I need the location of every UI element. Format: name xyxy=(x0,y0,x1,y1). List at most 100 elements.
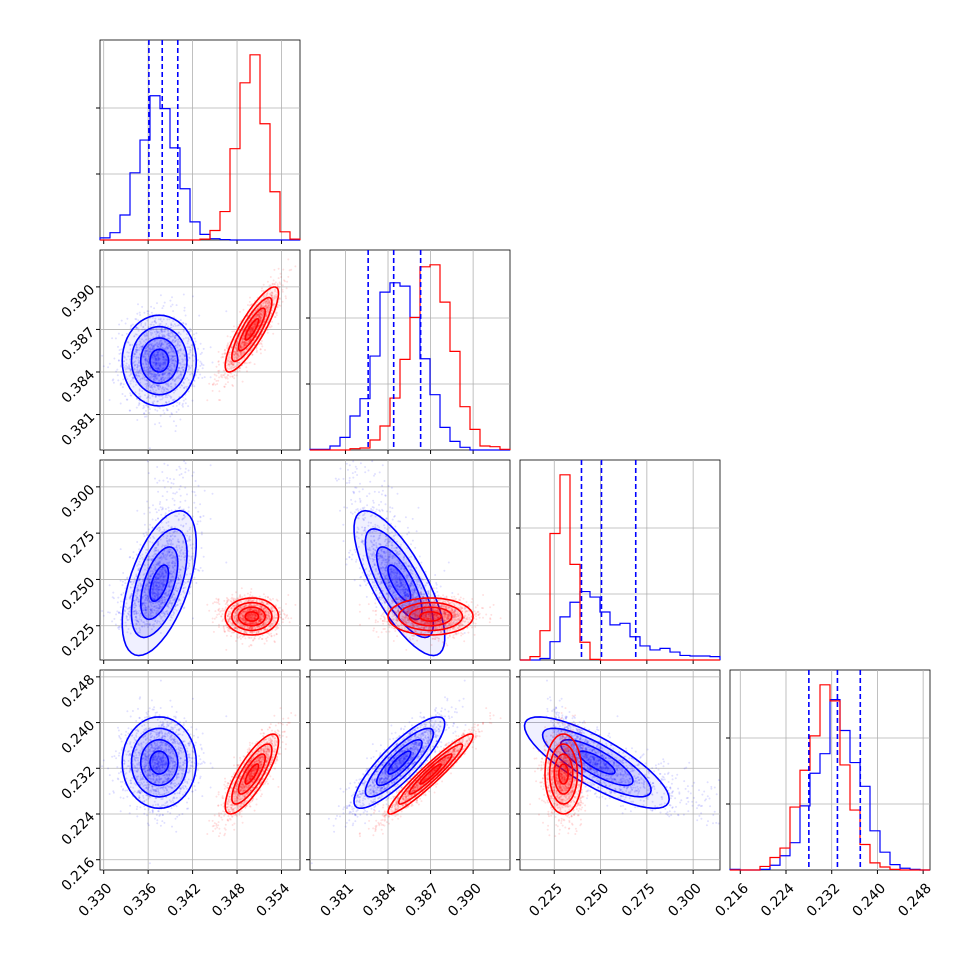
scatter-point xyxy=(245,366,248,369)
scatter-point xyxy=(179,494,182,497)
scatter-point xyxy=(168,400,170,403)
scatter-point xyxy=(218,376,221,379)
scatter-point xyxy=(154,373,157,376)
scatter-point xyxy=(157,356,160,359)
scatter-point xyxy=(164,328,167,331)
scatter-point xyxy=(169,305,172,308)
scatter-point xyxy=(172,492,175,495)
scatter-point xyxy=(136,312,139,315)
scatter-point xyxy=(236,363,239,366)
scatter-point xyxy=(157,345,160,348)
scatter-point xyxy=(187,378,190,381)
scatter-point xyxy=(248,331,251,334)
scatter-point xyxy=(151,518,154,521)
scatter-point xyxy=(153,345,155,348)
scatter-point xyxy=(170,322,173,325)
scatter-point xyxy=(248,637,251,639)
scatter-point xyxy=(145,332,148,335)
scatter-point xyxy=(178,362,181,365)
scatter-point xyxy=(159,344,161,347)
scatter-point xyxy=(154,519,157,522)
scatter-point xyxy=(248,323,251,326)
scatter-point xyxy=(133,355,136,358)
scatter-point xyxy=(135,553,138,556)
scatter-point xyxy=(162,409,165,412)
scatter-point xyxy=(172,359,174,362)
scatter-point xyxy=(173,503,176,506)
scatter-point xyxy=(137,371,140,374)
scatter-point xyxy=(162,363,165,366)
scatter-point xyxy=(120,348,123,351)
scatter-point xyxy=(145,379,148,382)
scatter-point xyxy=(146,382,149,385)
scatter-point xyxy=(138,353,141,355)
scatter-point xyxy=(151,332,154,335)
scatter-point xyxy=(152,374,155,377)
scatter-point xyxy=(154,358,157,360)
scatter-point xyxy=(273,283,276,285)
scatter-point xyxy=(178,348,181,351)
scatter-point xyxy=(192,359,195,362)
scatter-point xyxy=(138,548,141,551)
scatter-point xyxy=(148,350,151,353)
scatter-point xyxy=(160,362,163,365)
scatter-point xyxy=(158,342,161,345)
scatter-point xyxy=(206,603,209,606)
scatter-point xyxy=(142,375,145,378)
scatter-point xyxy=(146,350,149,353)
scatter-point xyxy=(161,396,164,399)
panel-0-0 xyxy=(96,39,301,244)
scatter-point xyxy=(148,365,151,368)
scatter-point xyxy=(272,279,275,282)
scatter-point xyxy=(155,367,158,370)
scatter-point xyxy=(233,330,236,333)
scatter-point xyxy=(119,402,122,405)
scatter-point xyxy=(216,383,219,385)
scatter-point xyxy=(239,352,242,355)
scatter-point xyxy=(252,326,255,329)
scatter-point xyxy=(173,368,176,371)
scatter-point xyxy=(160,363,163,366)
scatter-point xyxy=(159,366,162,369)
scatter-point xyxy=(145,533,148,536)
scatter-point xyxy=(199,342,202,345)
scatter-point xyxy=(129,369,132,372)
scatter-point xyxy=(270,294,273,297)
scatter-point xyxy=(154,357,157,360)
scatter-point xyxy=(164,376,167,379)
scatter-point xyxy=(170,357,173,360)
scatter-point xyxy=(273,302,275,305)
scatter-point xyxy=(129,382,132,385)
scatter-point xyxy=(157,357,160,360)
scatter-point xyxy=(135,351,138,354)
scatter-point xyxy=(188,356,191,359)
scatter-point xyxy=(168,355,171,357)
scatter-point xyxy=(156,341,159,344)
scatter-point xyxy=(266,310,269,313)
scatter-point xyxy=(158,364,161,367)
scatter-point xyxy=(135,356,138,359)
scatter-point xyxy=(143,349,146,352)
scatter-point xyxy=(151,361,154,364)
scatter-point xyxy=(132,557,135,560)
scatter-point xyxy=(184,364,186,367)
contour-level xyxy=(139,337,179,385)
scatter-point xyxy=(135,346,138,349)
scatter-point xyxy=(142,355,145,358)
scatter-point xyxy=(222,374,224,377)
scatter-point xyxy=(158,364,161,367)
scatter-point xyxy=(170,385,173,388)
scatter-point xyxy=(179,333,182,336)
scatter-point xyxy=(230,372,233,375)
scatter-point xyxy=(168,374,171,377)
scatter-point xyxy=(272,332,275,335)
scatter-point xyxy=(220,356,223,359)
scatter-point xyxy=(209,346,212,349)
scatter-point xyxy=(166,377,169,380)
scatter-point xyxy=(167,333,170,336)
scatter-point xyxy=(152,361,155,364)
scatter-point xyxy=(169,326,172,329)
scatter-point xyxy=(183,306,186,309)
scatter-point xyxy=(159,364,162,367)
scatter-point xyxy=(265,300,268,303)
